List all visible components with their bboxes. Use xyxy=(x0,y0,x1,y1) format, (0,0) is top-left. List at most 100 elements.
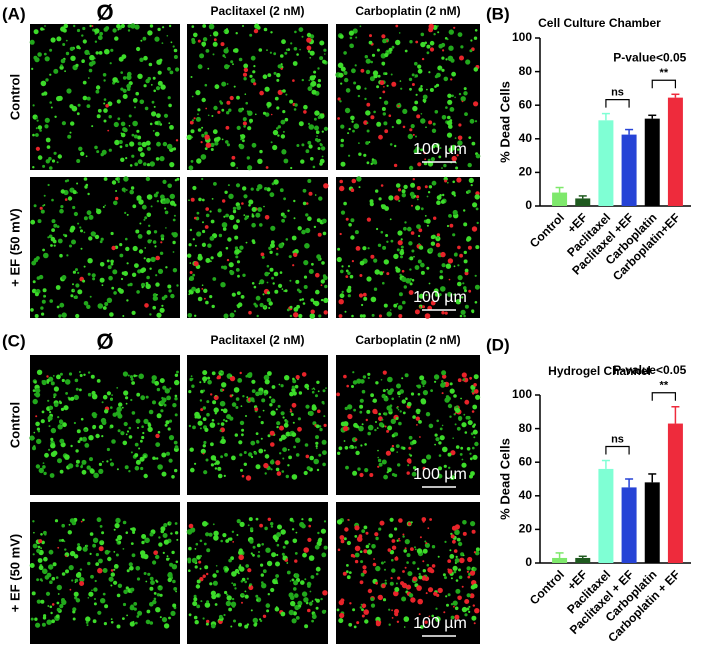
cell xyxy=(463,315,466,318)
cell xyxy=(43,531,47,535)
cell xyxy=(253,623,257,627)
cell xyxy=(405,278,411,284)
cell xyxy=(263,293,265,295)
cell xyxy=(63,405,68,410)
cell xyxy=(302,372,307,377)
cell xyxy=(188,569,191,572)
cell xyxy=(222,139,224,141)
cell xyxy=(113,291,117,295)
cell xyxy=(308,123,310,125)
cell xyxy=(45,78,48,81)
cell xyxy=(426,454,431,459)
cell xyxy=(316,445,318,447)
cell xyxy=(464,259,468,263)
cell xyxy=(301,524,306,529)
cell xyxy=(322,590,327,595)
cell xyxy=(461,310,466,315)
cell xyxy=(207,68,209,70)
cell xyxy=(426,412,430,416)
cell xyxy=(372,400,374,402)
cell xyxy=(232,63,234,65)
cell xyxy=(237,260,240,263)
cell xyxy=(213,31,218,36)
cell xyxy=(131,381,135,385)
cell xyxy=(448,404,452,408)
cell xyxy=(209,582,212,585)
cell xyxy=(41,210,45,214)
cell xyxy=(309,269,314,274)
cell xyxy=(402,193,406,197)
bar xyxy=(645,119,660,206)
cell xyxy=(222,389,224,391)
cell xyxy=(127,430,129,432)
cell xyxy=(190,271,193,274)
cell xyxy=(174,55,178,59)
cell xyxy=(302,553,307,558)
cell xyxy=(163,523,167,527)
cell xyxy=(143,37,147,41)
cell xyxy=(204,428,208,432)
column-header: Paclitaxel (2 nM) xyxy=(210,333,304,347)
cell xyxy=(255,213,260,218)
cell xyxy=(236,219,240,223)
cell xyxy=(264,527,268,531)
cell xyxy=(196,605,200,609)
cell xyxy=(317,139,320,142)
cell xyxy=(160,409,163,412)
cell xyxy=(221,109,224,112)
cell xyxy=(340,125,344,129)
cell xyxy=(102,284,104,286)
cell xyxy=(349,571,352,574)
cell xyxy=(238,623,242,627)
cell xyxy=(64,70,66,72)
cell xyxy=(354,626,357,629)
cell xyxy=(66,88,71,93)
cell xyxy=(314,389,316,391)
cell xyxy=(405,567,407,569)
cell xyxy=(103,395,108,400)
cell xyxy=(57,458,62,463)
cell xyxy=(276,253,279,256)
cell xyxy=(198,297,203,302)
cell xyxy=(344,440,346,442)
cell xyxy=(283,215,286,218)
cell xyxy=(415,74,418,77)
cell xyxy=(90,575,94,579)
cell xyxy=(286,238,289,241)
cell xyxy=(35,623,40,628)
cell xyxy=(192,25,195,28)
cell xyxy=(414,101,418,105)
cell xyxy=(239,566,244,571)
cell xyxy=(428,191,430,193)
cell xyxy=(221,382,226,387)
bar xyxy=(575,558,590,563)
cell xyxy=(189,613,192,616)
cell xyxy=(305,443,309,447)
cell xyxy=(175,531,178,534)
cell xyxy=(101,540,103,542)
cell xyxy=(111,439,116,444)
cell xyxy=(345,275,348,278)
cell xyxy=(156,313,161,318)
cell xyxy=(146,258,151,263)
cell xyxy=(98,303,104,309)
cell xyxy=(109,115,112,118)
cell xyxy=(40,533,43,536)
cell xyxy=(116,24,121,29)
cell xyxy=(241,202,244,205)
cell xyxy=(260,564,263,567)
cell xyxy=(189,243,192,246)
cell xyxy=(194,217,197,220)
cell xyxy=(111,621,114,624)
cell xyxy=(30,308,34,312)
cell xyxy=(211,624,216,629)
error-bar xyxy=(648,115,656,118)
cell xyxy=(428,587,433,592)
cell xyxy=(354,123,360,129)
cell xyxy=(336,393,340,397)
cell xyxy=(361,608,364,611)
cell xyxy=(191,136,193,138)
cell xyxy=(398,305,403,310)
cell xyxy=(423,569,426,572)
cell xyxy=(265,454,270,459)
